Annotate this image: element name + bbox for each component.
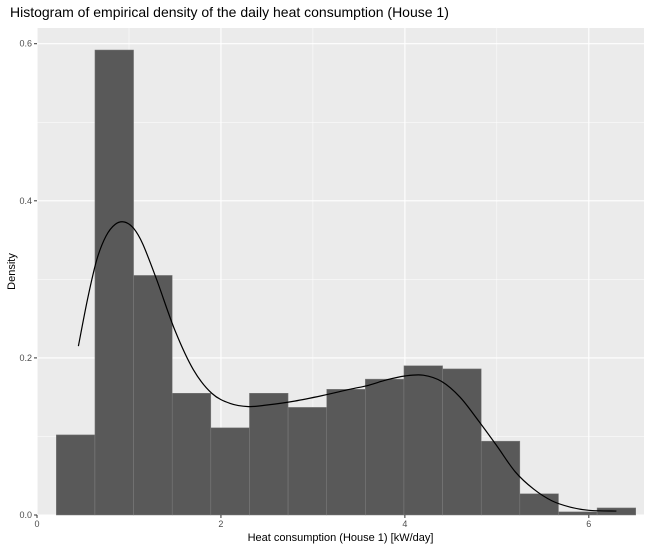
x-tick-label: 2 [218, 519, 223, 529]
histogram-bar [596, 507, 636, 516]
y-axis-title: Density [6, 253, 18, 290]
y-tick-label: 0.2 [19, 353, 32, 363]
histogram-bar [326, 389, 366, 516]
x-tick-label: 6 [586, 519, 591, 529]
x-axis-ticks: 0 2 4 6 [34, 515, 591, 529]
histogram-bar [133, 275, 173, 516]
histogram-bar [558, 511, 598, 516]
histogram-bar [403, 365, 443, 516]
histogram-bar [519, 493, 559, 516]
histogram-bar [480, 440, 521, 516]
histogram-bar [365, 378, 405, 516]
histogram-bar [287, 407, 327, 516]
histogram-bar [171, 393, 212, 516]
y-axis-ticks: 0.0 0.2 0.4 0.6 [19, 39, 37, 520]
density-curve [77, 221, 617, 512]
y-tick-label: 0.0 [19, 510, 32, 520]
histogram-bar [56, 434, 96, 516]
y-tick-label: 0.4 [19, 196, 32, 206]
histogram-bar [210, 427, 250, 516]
histogram-bar [442, 368, 482, 516]
y-tick-label: 0.6 [19, 39, 32, 49]
x-axis-title: Heat consumption (House 1) [kW/day] [248, 532, 434, 544]
histogram-bar [249, 393, 289, 516]
histogram-bar [94, 49, 134, 516]
x-tick-label: 4 [402, 519, 407, 529]
x-tick-label: 0 [34, 519, 39, 529]
histogram-bars [56, 49, 636, 516]
chart-title: Histogram of empirical density of the da… [10, 4, 449, 20]
